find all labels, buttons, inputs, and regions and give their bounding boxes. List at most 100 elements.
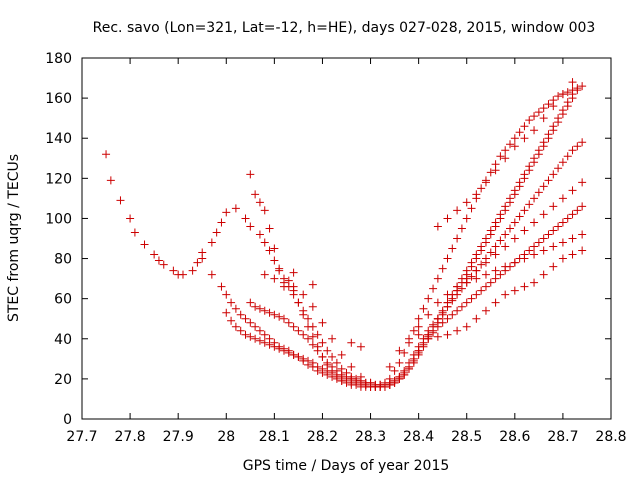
data-point bbox=[467, 294, 476, 303]
data-point bbox=[265, 340, 274, 349]
data-point bbox=[323, 358, 332, 367]
data-point bbox=[424, 332, 433, 341]
data-point bbox=[496, 270, 505, 279]
data-point bbox=[400, 370, 409, 379]
x-tick-label: 27.7 bbox=[66, 429, 97, 445]
data-point bbox=[443, 214, 452, 223]
data-point bbox=[501, 146, 510, 155]
data-point bbox=[558, 90, 567, 99]
data-point bbox=[299, 354, 308, 363]
data-point bbox=[376, 382, 385, 391]
data-point bbox=[251, 190, 260, 199]
data-point bbox=[539, 270, 548, 279]
data-point bbox=[554, 118, 563, 127]
data-point bbox=[544, 134, 553, 143]
data-point bbox=[251, 334, 260, 343]
data-point bbox=[558, 218, 567, 227]
data-point bbox=[414, 330, 423, 339]
data-point bbox=[342, 372, 351, 381]
data-point bbox=[270, 274, 279, 283]
data-point bbox=[462, 214, 471, 223]
data-point bbox=[405, 362, 414, 371]
data-point bbox=[231, 322, 240, 331]
data-point bbox=[424, 310, 433, 319]
x-tick-label: 28.8 bbox=[595, 429, 626, 445]
data-point bbox=[366, 378, 375, 387]
data-point bbox=[568, 94, 577, 103]
data-point bbox=[236, 326, 245, 335]
data-point bbox=[525, 200, 534, 209]
data-point bbox=[241, 330, 250, 339]
data-point bbox=[260, 306, 269, 315]
plot-frame bbox=[81, 57, 612, 420]
data-point bbox=[525, 166, 534, 175]
data-point bbox=[222, 308, 231, 317]
x-tick-label: 28.2 bbox=[307, 429, 338, 445]
data-point bbox=[534, 108, 543, 117]
data-point bbox=[515, 128, 524, 137]
data-point bbox=[289, 290, 298, 299]
data-point bbox=[323, 366, 332, 375]
data-point bbox=[304, 314, 313, 323]
data-point bbox=[568, 78, 577, 87]
data-point bbox=[578, 138, 587, 147]
data-point bbox=[578, 230, 587, 239]
data-point bbox=[515, 182, 524, 191]
data-point bbox=[405, 334, 414, 343]
data-point bbox=[525, 246, 534, 255]
data-point bbox=[520, 282, 529, 291]
data-point bbox=[140, 240, 149, 249]
data-point bbox=[453, 234, 462, 243]
data-point bbox=[260, 206, 269, 215]
y-axis-label: STEC from uqrg / TECUs bbox=[6, 154, 22, 322]
data-point bbox=[453, 206, 462, 215]
data-point bbox=[304, 334, 313, 343]
data-point bbox=[563, 102, 572, 111]
data-point bbox=[265, 308, 274, 317]
x-tick-label: 28.5 bbox=[451, 429, 482, 445]
y-tick-label: 0 bbox=[63, 412, 72, 428]
data-point bbox=[506, 198, 515, 207]
x-axis-label: GPS time / Days of year 2015 bbox=[243, 458, 450, 474]
data-point bbox=[279, 314, 288, 323]
data-point bbox=[347, 338, 356, 347]
data-point bbox=[207, 270, 216, 279]
series-8 bbox=[414, 246, 587, 341]
y-tick-labels: 0 20 40 60 80 100 120 140 160 180 bbox=[45, 51, 72, 428]
data-point bbox=[549, 226, 558, 235]
data-point bbox=[419, 342, 428, 351]
data-point bbox=[255, 198, 264, 207]
data-point bbox=[481, 282, 490, 291]
data-point bbox=[491, 222, 500, 231]
data-point bbox=[212, 228, 221, 237]
data-point bbox=[323, 346, 332, 355]
data-point bbox=[486, 248, 495, 257]
data-point bbox=[453, 282, 462, 291]
data-point bbox=[491, 250, 500, 259]
data-point bbox=[433, 314, 442, 323]
data-point bbox=[539, 234, 548, 243]
data-point bbox=[246, 170, 255, 179]
data-point bbox=[501, 262, 510, 271]
data-point bbox=[491, 166, 500, 175]
data-point bbox=[539, 142, 548, 151]
data-point bbox=[501, 242, 510, 251]
data-point bbox=[222, 208, 231, 217]
data-point bbox=[457, 224, 466, 233]
y-tick-label: 20 bbox=[54, 372, 72, 388]
x-tick-label: 28.6 bbox=[499, 429, 530, 445]
data-point bbox=[419, 304, 428, 313]
data-point bbox=[477, 286, 486, 295]
data-point bbox=[549, 126, 558, 135]
data-point bbox=[424, 294, 433, 303]
data-point bbox=[328, 362, 337, 371]
data-point bbox=[467, 262, 476, 271]
data-point bbox=[520, 206, 529, 215]
data-point bbox=[520, 226, 529, 235]
data-point bbox=[578, 82, 587, 91]
data-point bbox=[385, 380, 394, 389]
data-point bbox=[477, 246, 486, 255]
data-point bbox=[251, 302, 260, 311]
